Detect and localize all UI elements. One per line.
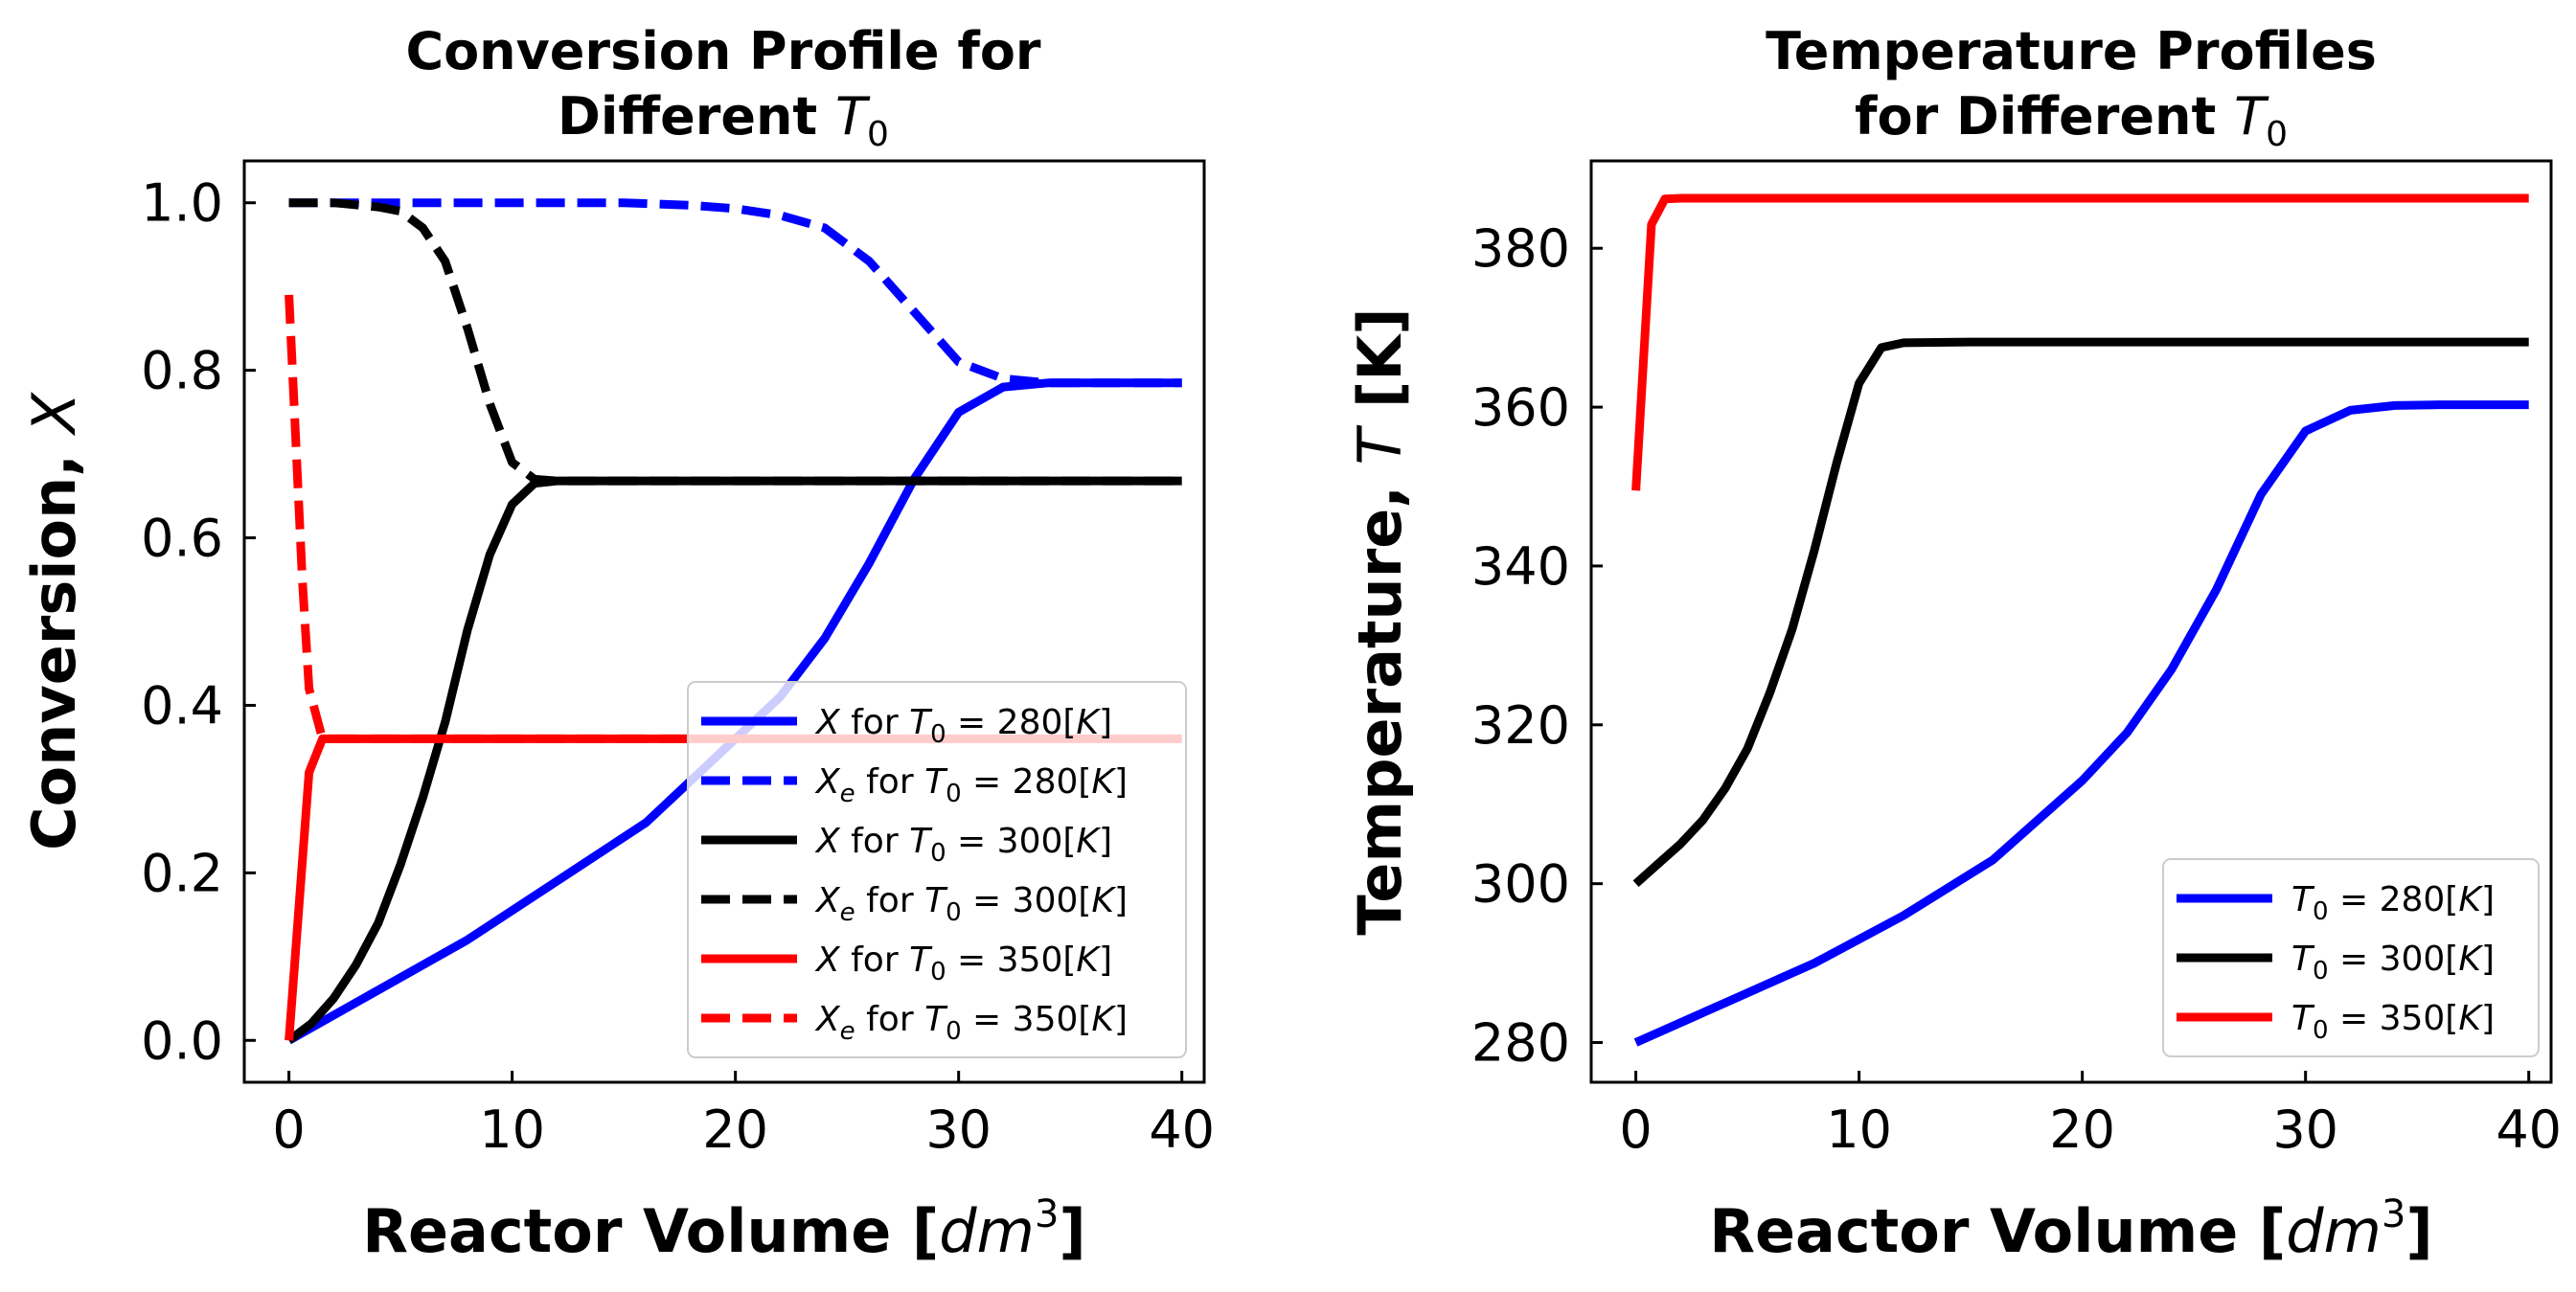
series-line-3 bbox=[288, 198, 1182, 486]
series-line-0 bbox=[1633, 400, 2529, 1047]
plot-area-frame bbox=[1589, 159, 2553, 1084]
y-tick-label: 0.2 bbox=[141, 843, 223, 903]
chart-title-line2: for Different T0 bbox=[1855, 86, 2288, 154]
x-tick-label: 20 bbox=[702, 1099, 768, 1160]
y-tick-label: 320 bbox=[1471, 695, 1570, 756]
legend-entry: Xe for T0 = 350[K] bbox=[814, 1000, 1128, 1046]
x-tick-label: 0 bbox=[1619, 1099, 1652, 1160]
temperature-chart: Temperature Profiles for Different T0 0 1… bbox=[1345, 21, 2562, 1266]
y-axis-label: Conversion, X bbox=[19, 392, 89, 850]
x-tick-label: 10 bbox=[479, 1099, 545, 1160]
legend-entry: T0 = 280[K] bbox=[2291, 880, 2495, 926]
y-tick-label: 360 bbox=[1471, 377, 1570, 438]
x-tick-label: 30 bbox=[925, 1099, 992, 1160]
y-tick-label: 1.0 bbox=[141, 173, 223, 234]
y-tick-label: 0.0 bbox=[141, 1010, 223, 1071]
chart-title-line1: Temperature Profiles bbox=[1766, 21, 2377, 81]
x-tick-label: 10 bbox=[1826, 1099, 1892, 1160]
series-line-5 bbox=[285, 294, 1182, 743]
legend-entry: Xe for T0 = 280[K] bbox=[814, 762, 1128, 808]
y-tick-label: 0.4 bbox=[141, 675, 223, 736]
chart-title-line1: Conversion Profile for bbox=[405, 21, 1040, 81]
x-tick-label: 0 bbox=[272, 1099, 305, 1160]
legend-entry: X for T0 = 280[K] bbox=[814, 703, 1112, 749]
conversion-chart: Conversion Profile for Different T0 0 10 2… bbox=[19, 21, 1215, 1266]
x-tick-label: 40 bbox=[2496, 1099, 2562, 1160]
y-tick-label: 0.8 bbox=[141, 341, 223, 401]
series-line-2 bbox=[1631, 193, 2529, 491]
chart-title-line2: Different T0 bbox=[558, 86, 889, 154]
series-line-1 bbox=[1632, 337, 2529, 888]
series-line-1 bbox=[288, 198, 1182, 388]
x-tick-label: 30 bbox=[2272, 1099, 2338, 1160]
y-axis-label: Temperature, T [K] bbox=[1345, 307, 1415, 935]
legend-entry: T0 = 300[K] bbox=[2291, 940, 2495, 986]
legend-entry: T0 = 350[K] bbox=[2291, 999, 2495, 1045]
y-tick-label: 280 bbox=[1471, 1013, 1570, 1074]
y-tick-label: 0.6 bbox=[141, 509, 223, 569]
x-axis-label: Reactor Volume [dm3] bbox=[1709, 1192, 2433, 1266]
y-tick-label: 380 bbox=[1471, 218, 1570, 279]
y-tick-label: 340 bbox=[1471, 536, 1570, 597]
legend-entry: X for T0 = 350[K] bbox=[814, 941, 1112, 986]
y-tick-label: 300 bbox=[1471, 854, 1570, 915]
x-tick-label: 20 bbox=[2049, 1099, 2115, 1160]
legend-box bbox=[687, 681, 1187, 1058]
legend-box bbox=[2162, 858, 2540, 1057]
x-tick-label: 40 bbox=[1149, 1099, 1215, 1160]
legend-entry: Xe for T0 = 300[K] bbox=[814, 881, 1128, 927]
plot-area-frame bbox=[242, 159, 1206, 1084]
x-axis-label: Reactor Volume [dm3] bbox=[362, 1192, 1086, 1266]
legend-entry: X for T0 = 300[K] bbox=[814, 822, 1112, 868]
